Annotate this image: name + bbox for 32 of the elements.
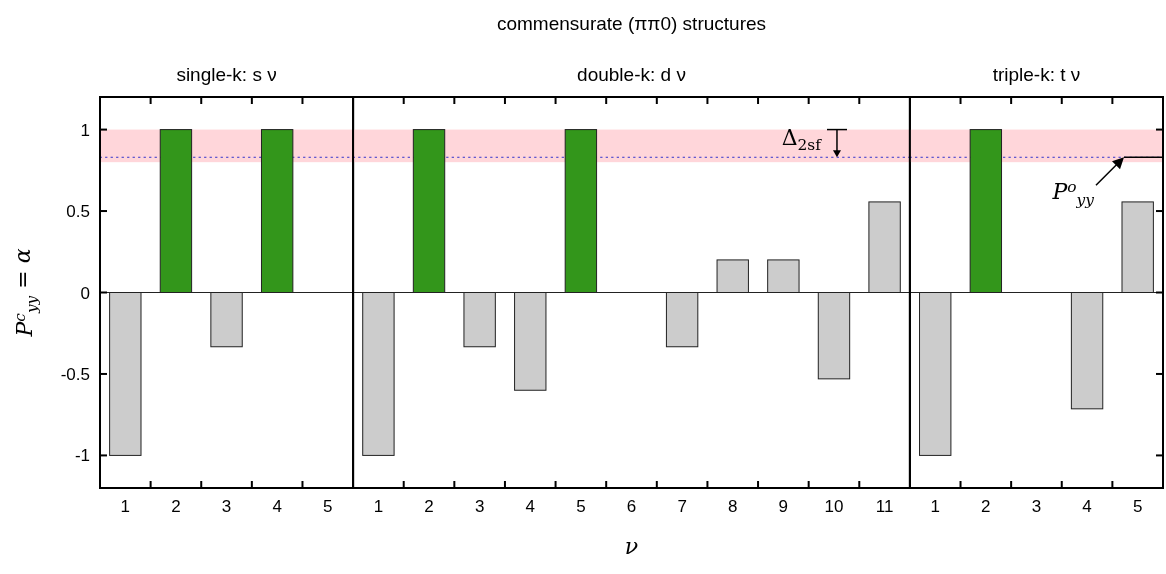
x-tick-label: 3 xyxy=(221,497,232,516)
x-tick-label: 11 xyxy=(875,497,894,516)
x-tick-label: 8 xyxy=(728,497,738,516)
x-tick-label: 4 xyxy=(525,497,535,516)
x-axis-title: ν xyxy=(624,534,639,559)
x-tick-label: 3 xyxy=(1031,497,1042,516)
y-tick-label: -0.5 xyxy=(60,364,90,384)
x-tick-label: 4 xyxy=(272,497,282,516)
chart-title: single-k: s ν xyxy=(176,64,277,85)
x-tick-label: 2 xyxy=(171,497,181,516)
y-tick-label: 0 xyxy=(80,283,90,303)
text: commensurate (ππ0) structures xyxy=(496,13,767,34)
x-tick-label: 5 xyxy=(1132,497,1143,516)
annotation: Δ$_{2sf}$ xyxy=(781,124,823,154)
x-tick-label: 1 xyxy=(930,497,940,516)
y-tick-label: -1 xyxy=(74,446,90,466)
x-tick-label: 7 xyxy=(677,497,687,516)
chart-title: triple-k: t ν xyxy=(992,64,1081,85)
x-tick-label: 5 xyxy=(323,497,333,516)
x-tick-label: 6 xyxy=(626,497,637,516)
y-tick-label: 1 xyxy=(80,120,90,140)
chart-title: double-k: d ν xyxy=(577,64,686,85)
x-tick-label: 1 xyxy=(120,497,131,516)
x-tick-label: 10 xyxy=(824,497,844,516)
x-tick-label: 4 xyxy=(1082,497,1092,516)
x-tick-label: 9 xyxy=(778,497,789,516)
x-tick-label: 5 xyxy=(576,497,586,516)
x-tick-label: 2 xyxy=(424,497,434,516)
y-tick-label: 0.5 xyxy=(66,202,90,222)
x-tick-label: 1 xyxy=(373,497,384,516)
x-tick-label: 3 xyxy=(474,497,485,516)
x-tick-label: 2 xyxy=(981,497,991,516)
